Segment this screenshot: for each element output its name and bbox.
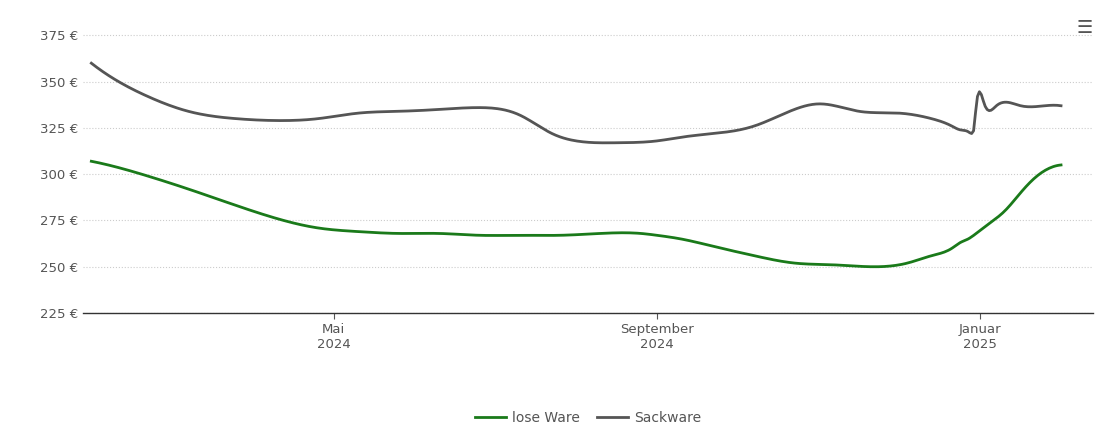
Text: ☰: ☰ (1076, 19, 1092, 37)
Legend: lose Ware, Sackware: lose Ware, Sackware (470, 405, 707, 423)
